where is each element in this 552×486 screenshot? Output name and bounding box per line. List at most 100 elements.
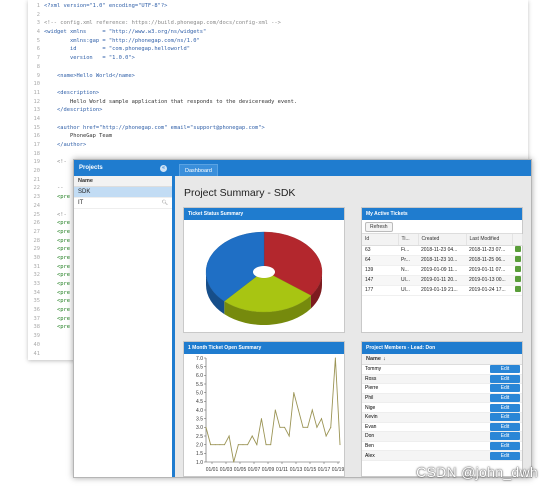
line-text: </author> [44,142,87,148]
line-text: <name>Hello World</name> [44,72,135,79]
pie-hole [253,266,275,278]
x-tick-label: 01/19 [332,467,344,473]
table-cell: 2018-11-25 06... [466,255,512,266]
edit-member-button[interactable]: Edit [490,432,520,441]
open-summary-title: 1 Month Ticket Open Summary [184,342,344,354]
list-item[interactable]: Phil Edit [362,393,522,404]
data-point [288,435,290,437]
projects-header: Projects « [74,160,172,176]
line-number: 1 [36,3,40,9]
data-point [214,444,216,446]
tab-dashboard[interactable]: Dashboard [179,164,218,176]
edit-member-button[interactable]: Edit [490,422,520,431]
column-last-modified[interactable]: Last Modified [466,234,513,246]
list-item[interactable]: Don Edit [362,432,522,442]
list-item[interactable]: Tommy Edit [362,365,522,375]
list-item[interactable]: Nige Edit [362,403,522,413]
table-cell: Pr... [398,255,418,266]
code-line: 10 [28,80,528,89]
open-ticket-icon[interactable] [515,256,521,262]
code-line: 27 <pre [28,228,528,237]
pie-slice-side [206,272,225,315]
members-column-label: Name [366,356,381,362]
edit-member-button[interactable]: Edit [490,384,520,393]
column-created[interactable]: Created [418,234,467,246]
list-item[interactable]: Ben Edit [362,442,522,452]
table-row[interactable]: 177 Ul... 2019-01-19 21... 2019-01-24 17... [362,285,522,296]
data-point [242,444,244,446]
main-area: Dashboard Project Summary - SDK Ticket S… [175,160,531,477]
pie-slice[interactable] [263,231,323,296]
edit-member-button[interactable]: Edit [490,451,520,460]
members-column-header[interactable]: Name ↓ [362,354,522,365]
refresh-button[interactable]: Refresh [365,221,393,232]
table-row[interactable]: 63 Fi... 2018-11-23 04... 2018-11-23 07... [362,245,522,256]
list-item[interactable]: Alex Edit [362,451,522,461]
edit-member-button[interactable]: Edit [490,413,520,422]
x-tick-label: 01/11 [276,467,288,473]
collapse-icon[interactable]: « [160,164,167,172]
code-line: 18 [28,150,528,159]
tab-bar: Dashboard [175,160,531,176]
edit-member-button[interactable]: Edit [490,442,520,451]
projects-title: Projects [79,165,103,171]
x-tick-label: 01/09 [262,467,275,473]
line-number: 12 [33,98,41,105]
line-number: 18 [33,150,41,157]
code-line: 13 </description> [28,106,528,115]
table-row[interactable]: 64 Pr... 2018-11-23 10... 2018-11-25 06... [362,255,522,266]
line-number: 22 [33,185,41,192]
data-point [219,444,221,446]
data-point [256,444,258,446]
edit-member-button[interactable]: Edit [490,365,520,374]
pie-slice-side [224,295,311,325]
list-item[interactable]: Pierre Edit [362,384,522,394]
table-cell: 2018-11-23 10... [418,255,466,266]
y-tick-label: 6.5 [196,364,203,370]
open-ticket-icon[interactable] [515,266,521,272]
list-item[interactable]: Ross Edit [362,374,522,385]
line-text: <!- [44,211,67,218]
ticket-status-title: Ticket Status Summary [184,208,344,220]
open-ticket-icon[interactable] [515,286,521,292]
line-number: 7 [36,55,40,62]
line-number: 3 [36,20,40,27]
code-line: 32 <pre [28,271,528,280]
project-item-sdk[interactable]: SDK [74,187,172,198]
table-cell: 147 [362,275,398,286]
edit-member-button[interactable]: Edit [490,394,520,403]
line-text: <description> [44,89,100,96]
y-tick-label: 5.5 [196,382,203,388]
table-row[interactable]: 147 Ul... 2019-01-11 20... 2019-01-13 00... [362,275,522,286]
line-number: 10 [33,81,41,88]
line-text: PhoneGap Team [44,133,113,140]
table-cell: N... [398,265,418,276]
data-point [302,426,304,428]
edit-member-button[interactable]: Edit [490,374,520,383]
open-ticket-icon[interactable] [515,276,521,282]
x-tick-label: 01/07 [248,467,261,473]
line-text: <author href="http://phonegap.com" email… [44,124,265,131]
line-number: 6 [36,46,40,53]
line-text: <pre [44,254,70,261]
member-name: Kevin [365,414,378,421]
y-tick-label: 2.5 [196,434,203,440]
edit-member-button[interactable]: Edit [490,403,520,412]
project-item-it[interactable]: IT 🔍︎ [74,198,172,209]
pie-slice-side [310,272,322,309]
column-title[interactable]: Ti... [398,234,419,246]
data-point [274,409,276,411]
column-id[interactable]: Id [362,234,399,246]
data-point [325,435,327,437]
y-tick-label: 4.5 [196,399,203,405]
code-line: 8 [28,63,528,72]
search-icon[interactable]: 🔍︎ [161,200,168,206]
open-ticket-icon[interactable] [515,246,521,252]
list-item[interactable]: Evan Edit [362,422,522,433]
y-tick-label: 1.5 [196,451,203,457]
list-item[interactable]: Kevin Edit [362,412,522,423]
y-tick-label: 1.0 [196,460,203,466]
projects-column-header[interactable]: Name [74,176,172,187]
table-cell: 2019-01-13 00... [466,275,512,286]
table-row[interactable]: 139 N... 2019-01-09 11... 2019-01-11 07... [362,265,522,276]
